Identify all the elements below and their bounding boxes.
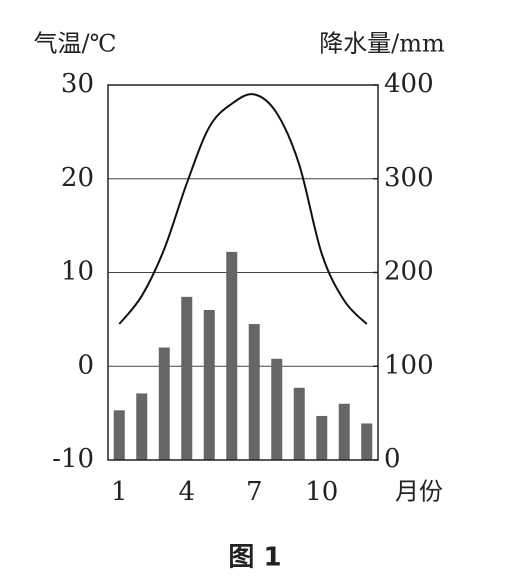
y-tick-label: 10 bbox=[61, 257, 94, 287]
y2-tick-label: 300 bbox=[384, 163, 434, 193]
bar bbox=[226, 251, 238, 460]
plot-frame bbox=[107, 84, 379, 461]
bar bbox=[293, 387, 305, 460]
temperature-line bbox=[118, 93, 368, 325]
bar bbox=[158, 347, 170, 460]
x-tick-label: 4 bbox=[178, 477, 195, 507]
y-axis-label: 气温/℃ bbox=[34, 30, 117, 58]
y-tick-label: -10 bbox=[52, 444, 94, 474]
bar bbox=[113, 410, 125, 460]
y-tick-label: 30 bbox=[61, 69, 94, 99]
y2-tick-label: 0 bbox=[384, 444, 401, 474]
bar bbox=[181, 296, 193, 460]
bar bbox=[316, 415, 328, 460]
y-tick-label: 0 bbox=[77, 350, 94, 380]
x-tick-label: 7 bbox=[246, 477, 263, 507]
bar bbox=[136, 393, 148, 460]
y2-axis-label: 降水量/mm bbox=[319, 30, 445, 58]
x-tick-label: 1 bbox=[111, 477, 128, 507]
bar bbox=[203, 310, 215, 460]
chart-title: 图 1 bbox=[228, 543, 281, 573]
bar bbox=[248, 324, 260, 460]
y2-tick-label: 100 bbox=[384, 350, 434, 380]
bar bbox=[338, 403, 350, 460]
y-tick-label: 20 bbox=[61, 163, 94, 193]
bar bbox=[361, 423, 373, 460]
y2-tick-label: 200 bbox=[384, 257, 434, 287]
y2-tick-label: 400 bbox=[384, 69, 434, 99]
x-axis-label: 月份 bbox=[395, 478, 443, 506]
bar bbox=[271, 358, 283, 460]
x-tick-label: 10 bbox=[305, 477, 338, 507]
